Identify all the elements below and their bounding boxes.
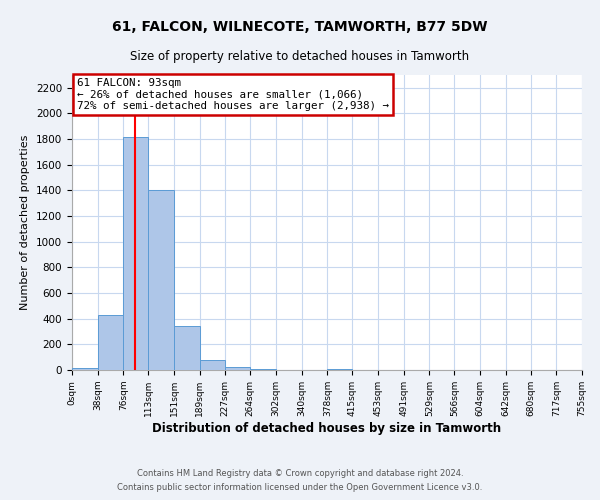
Bar xyxy=(124,136,148,370)
Bar xyxy=(148,190,174,370)
Text: 61, FALCON, WILNECOTE, TAMWORTH, B77 5DW: 61, FALCON, WILNECOTE, TAMWORTH, B77 5DW xyxy=(112,20,488,34)
Text: 61 FALCON: 93sqm
← 26% of detached houses are smaller (1,066)
72% of semi-detach: 61 FALCON: 93sqm ← 26% of detached house… xyxy=(77,78,389,111)
Text: Contains HM Land Registry data © Crown copyright and database right 2024.: Contains HM Land Registry data © Crown c… xyxy=(137,468,463,477)
Bar xyxy=(72,368,98,370)
Bar xyxy=(174,326,200,370)
Text: Contains public sector information licensed under the Open Government Licence v3: Contains public sector information licen… xyxy=(118,484,482,492)
Y-axis label: Number of detached properties: Number of detached properties xyxy=(20,135,31,310)
Bar xyxy=(200,360,226,370)
X-axis label: Distribution of detached houses by size in Tamworth: Distribution of detached houses by size … xyxy=(152,422,502,434)
Text: Size of property relative to detached houses in Tamworth: Size of property relative to detached ho… xyxy=(130,50,470,63)
Bar xyxy=(226,367,250,370)
Bar xyxy=(98,315,124,370)
